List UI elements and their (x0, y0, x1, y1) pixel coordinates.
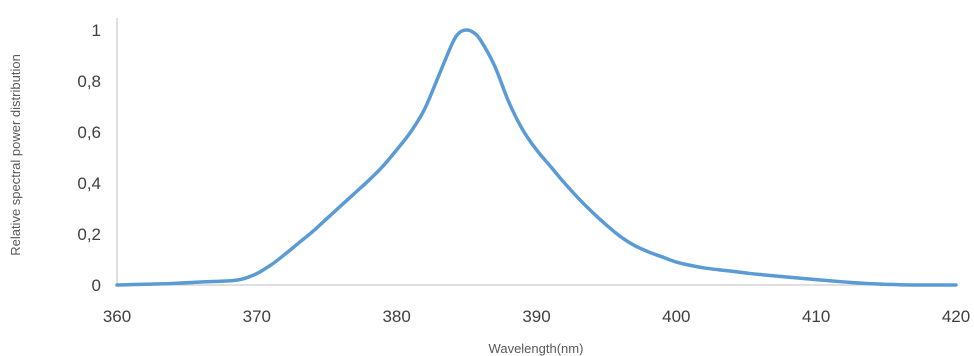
series-line (115, 28, 958, 287)
y-tick-label: 1 (92, 21, 101, 40)
x-axis-title: Wavelength(nm) (489, 341, 584, 356)
x-tick-label: 370 (243, 307, 271, 326)
y-tick-label: 0,8 (77, 72, 101, 91)
y-tick-label: 0,6 (77, 123, 101, 142)
x-tick-label: 400 (662, 307, 690, 326)
y-axis-title: Relative spectral power distribution (8, 54, 23, 256)
y-tick-labels: 0 0,2 0,4 0,6 0,8 1 (77, 21, 101, 295)
x-tick-label: 390 (522, 307, 550, 326)
x-tick-label: 360 (103, 307, 131, 326)
x-tick-labels: 360 370 380 390 400 410 420 (103, 307, 970, 326)
y-tick-label: 0 (92, 276, 101, 295)
x-tick-label: 380 (382, 307, 410, 326)
x-tick-label: 410 (802, 307, 830, 326)
y-tick-label: 0,4 (77, 174, 101, 193)
y-tick-label: 0,2 (77, 225, 101, 244)
x-tick-label: 420 (942, 307, 970, 326)
